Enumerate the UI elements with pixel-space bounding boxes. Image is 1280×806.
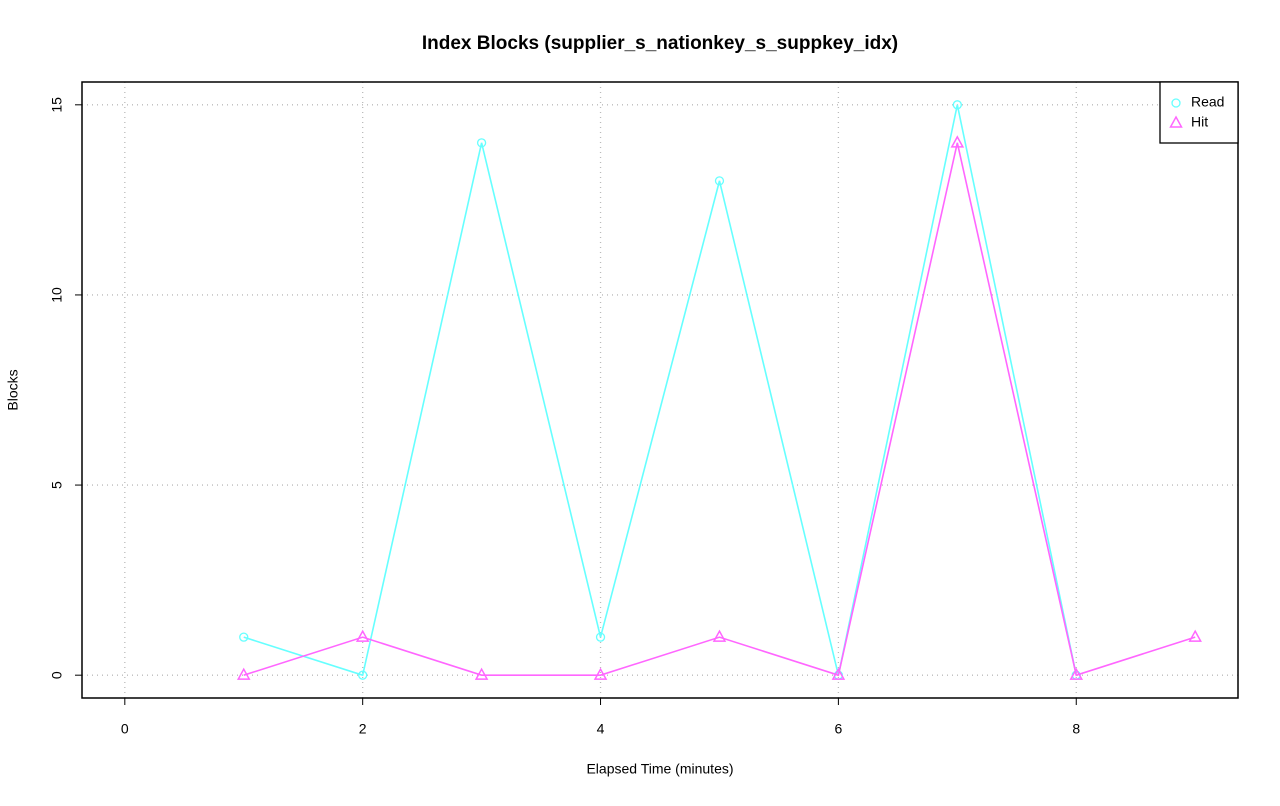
legend-label: Read bbox=[1191, 94, 1224, 110]
y-tick-label: 10 bbox=[49, 287, 65, 303]
series-line bbox=[243, 104, 1078, 677]
point bbox=[952, 100, 962, 110]
x-tick-label: 6 bbox=[834, 721, 842, 737]
point bbox=[236, 667, 251, 680]
x-tick-label: 0 bbox=[121, 721, 129, 737]
series-line bbox=[243, 142, 1196, 677]
point bbox=[593, 667, 608, 680]
point bbox=[712, 629, 727, 642]
x-axis-label: Elapsed Time (minutes) bbox=[586, 761, 733, 777]
y-tick-label: 15 bbox=[49, 97, 65, 113]
legend-marker bbox=[1169, 115, 1183, 128]
legend-box bbox=[1159, 81, 1239, 144]
point bbox=[474, 667, 489, 680]
y-axis-label: Blocks bbox=[5, 369, 21, 410]
point bbox=[595, 632, 606, 642]
point bbox=[1188, 629, 1202, 642]
point bbox=[831, 667, 846, 680]
chart-title: Index Blocks (supplier_s_nationkey_s_sup… bbox=[422, 33, 898, 54]
legend-marker bbox=[1171, 98, 1181, 108]
x-tick-label: 4 bbox=[597, 721, 605, 737]
point bbox=[1069, 667, 1084, 680]
point bbox=[358, 670, 368, 680]
y-tick-label: 0 bbox=[49, 671, 65, 679]
point bbox=[950, 135, 965, 148]
point bbox=[239, 632, 249, 642]
point bbox=[714, 176, 725, 186]
point bbox=[355, 629, 370, 642]
point bbox=[476, 138, 487, 148]
plot-frame bbox=[81, 81, 1239, 699]
x-tick-label: 8 bbox=[1072, 721, 1080, 737]
x-tick-label: 2 bbox=[359, 721, 367, 737]
y-tick-label: 5 bbox=[49, 481, 65, 489]
legend-label: Hit bbox=[1191, 114, 1208, 130]
